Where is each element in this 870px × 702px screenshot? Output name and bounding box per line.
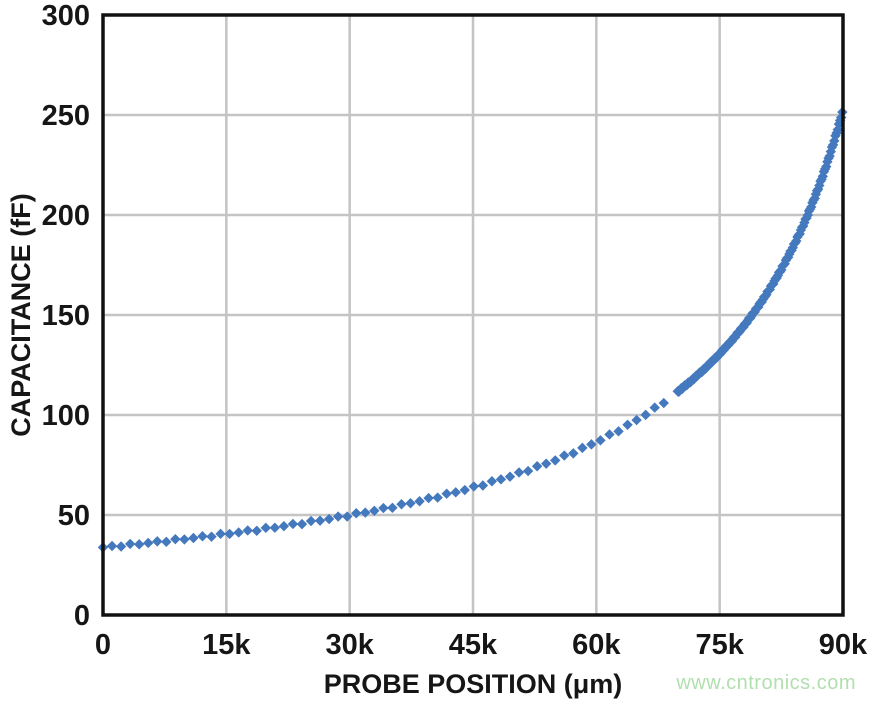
x-tick-label: 15k [202,629,251,661]
y-tick-label: 50 [58,500,90,532]
y-tick-label: 300 [42,0,90,32]
x-axis-title: PROBE POSITION (μm) [324,669,623,699]
watermark: www.cntronics.com [676,672,856,694]
y-tick-label: 150 [42,300,90,332]
x-axis-tick-labels: 0 15k 30k 45k 60k 75k 90k [95,629,868,661]
gridlines [103,15,843,615]
y-axis-tick-labels: 0 50 100 150 200 250 300 [42,0,90,632]
x-tick-label: 75k [695,629,744,661]
plot-frame [101,13,845,617]
y-axis-title: CAPACITANCE (fF) [6,193,36,436]
x-tick-label: 30k [325,629,374,661]
y-tick-label: 200 [42,200,90,232]
x-tick-label: 0 [95,629,111,661]
x-tick-label: 60k [572,629,621,661]
y-tick-label: 250 [42,100,90,132]
x-tick-label: 45k [449,629,498,661]
y-tick-label: 100 [42,400,90,432]
y-tick-label: 0 [74,600,90,632]
x-tick-label: 90k [819,629,868,661]
